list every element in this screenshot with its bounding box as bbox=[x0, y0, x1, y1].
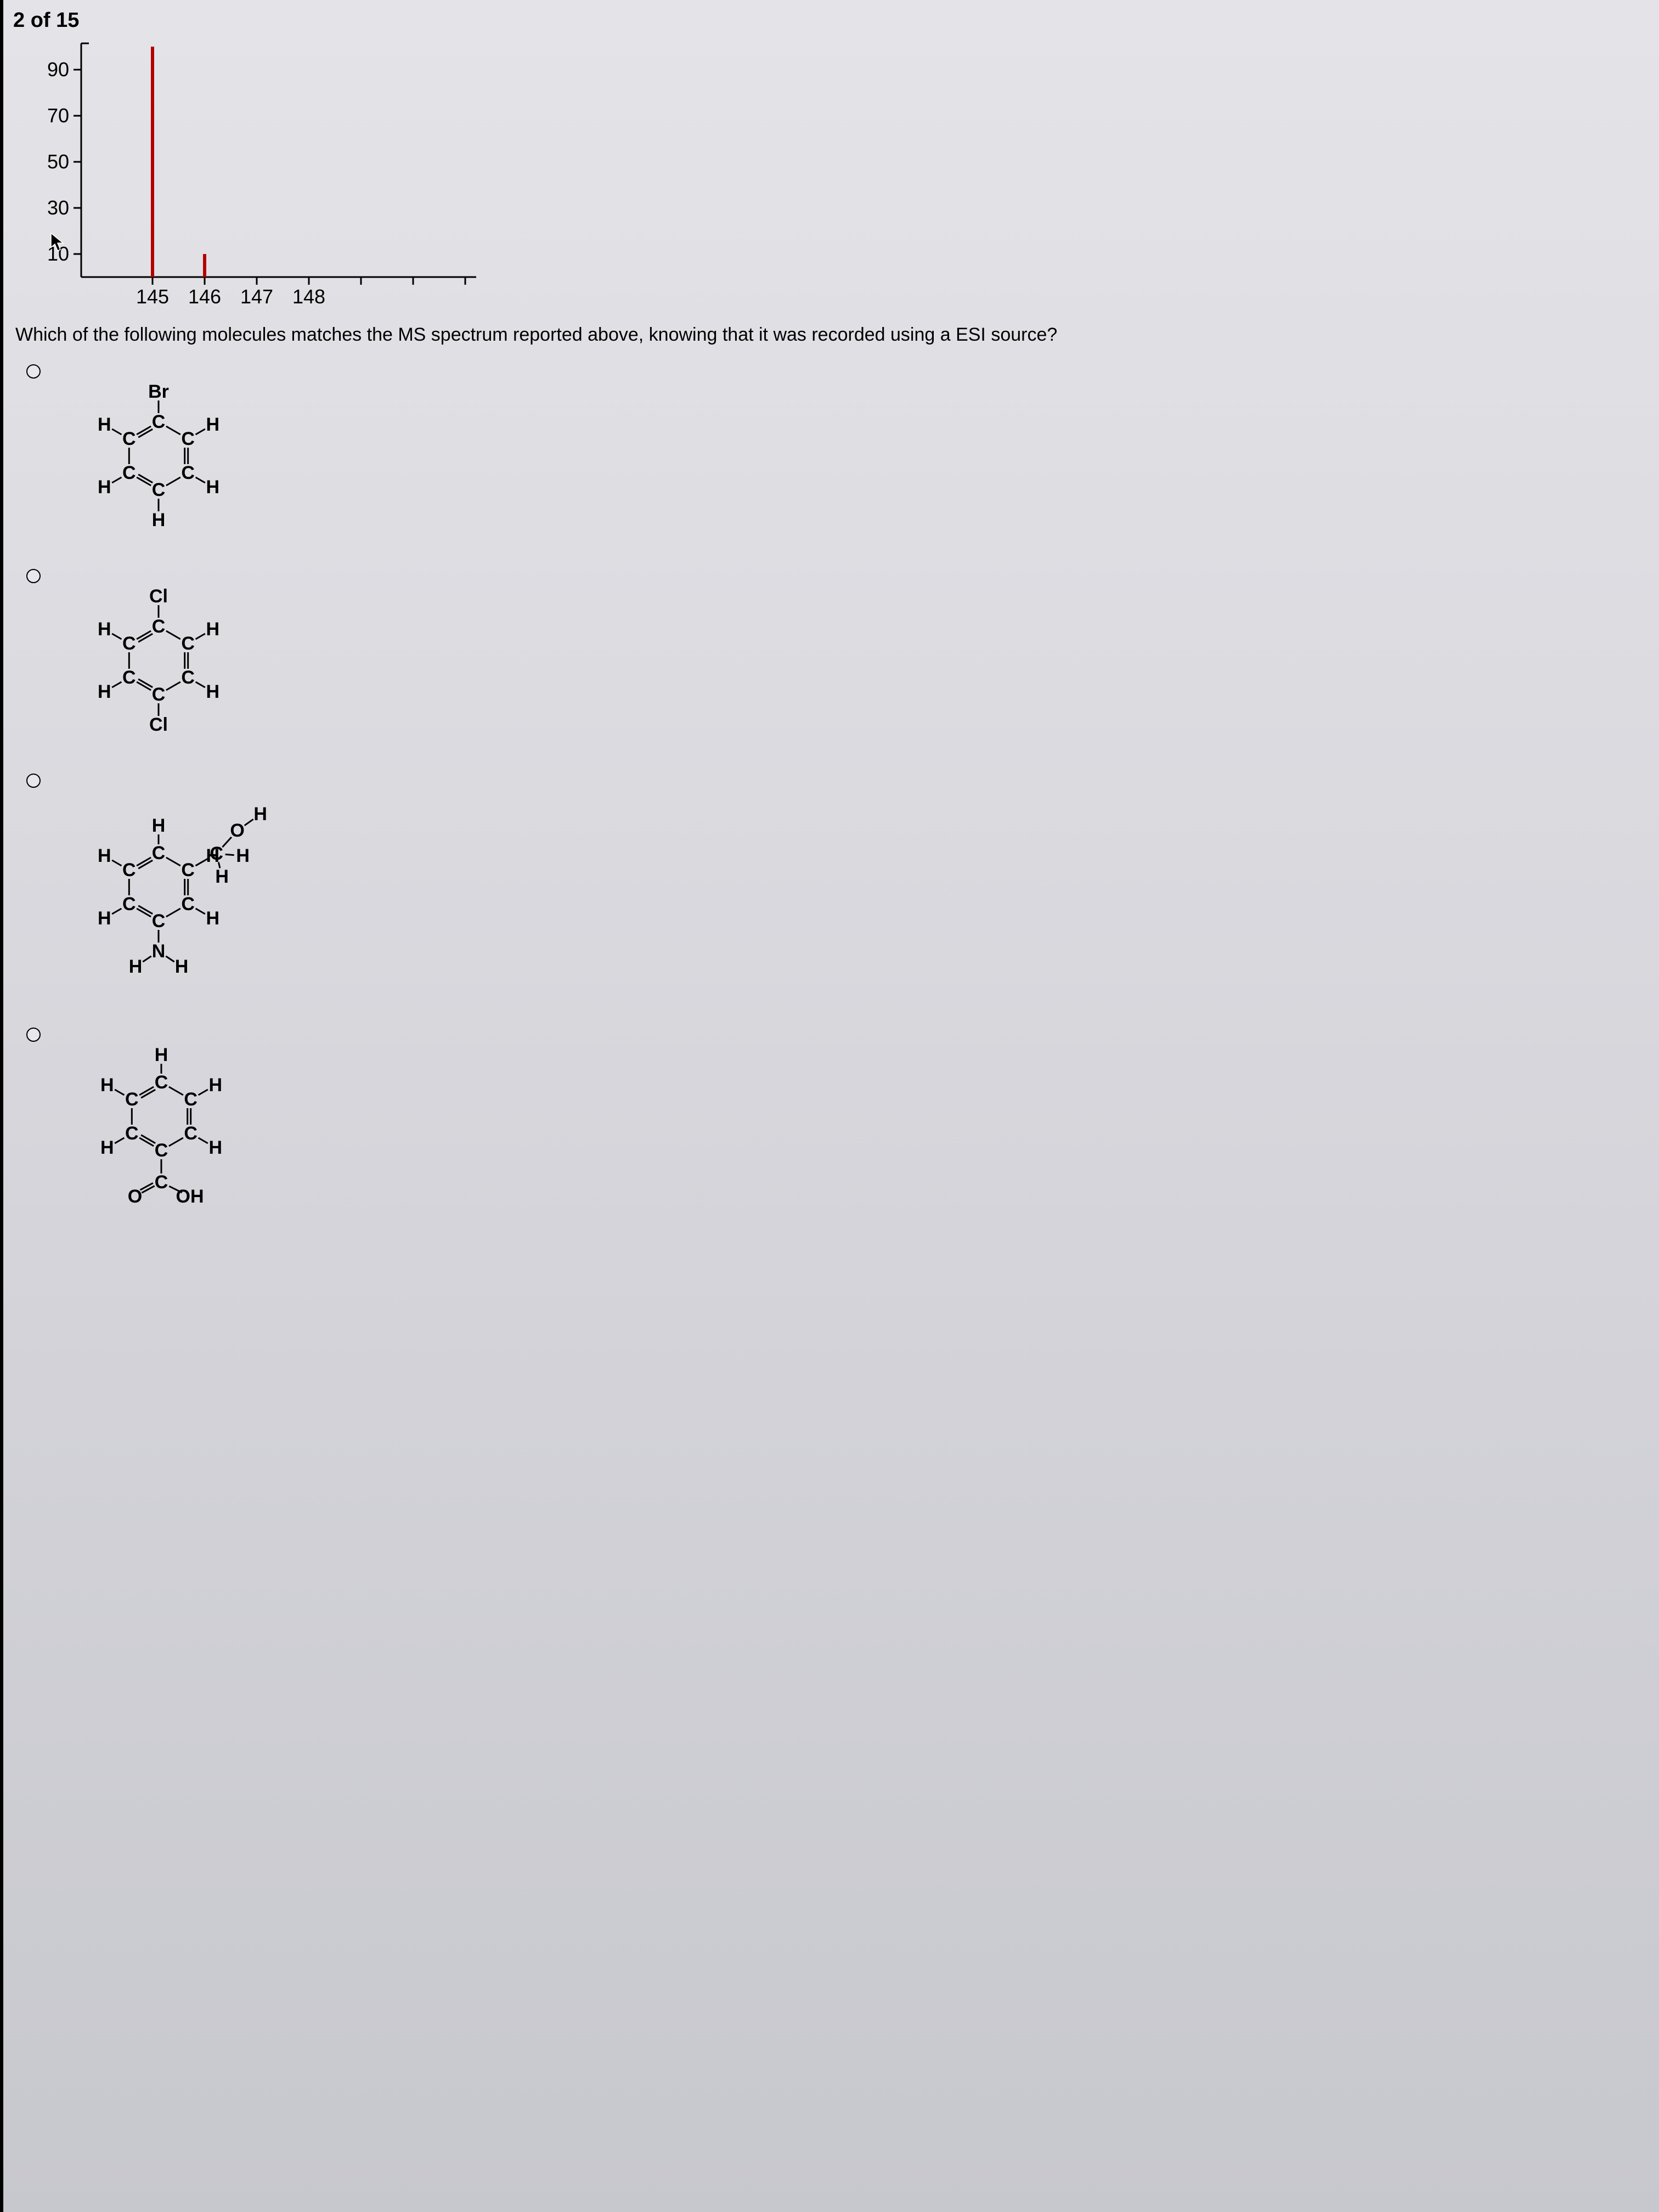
svg-text:C: C bbox=[152, 616, 166, 637]
svg-text:H: H bbox=[152, 815, 166, 836]
structure-benzoic-acid: CCCCCCHHHHHCOOH bbox=[63, 1023, 271, 1245]
svg-text:N: N bbox=[152, 941, 166, 962]
svg-text:Br: Br bbox=[148, 381, 169, 402]
svg-text:30: 30 bbox=[47, 196, 69, 219]
option-bromobenzene[interactable]: CCCCCCBrHHHHH bbox=[26, 360, 1655, 549]
svg-text:C: C bbox=[152, 479, 166, 500]
svg-text:C: C bbox=[122, 633, 136, 654]
svg-text:Cl: Cl bbox=[149, 586, 168, 607]
svg-text:C: C bbox=[181, 860, 195, 881]
svg-text:90: 90 bbox=[47, 58, 69, 81]
svg-text:Cl: Cl bbox=[149, 714, 168, 735]
svg-text:H: H bbox=[98, 908, 111, 929]
svg-text:H: H bbox=[129, 956, 143, 977]
svg-text:10: 10 bbox=[47, 242, 69, 265]
svg-text:C: C bbox=[125, 1123, 139, 1144]
structure-bromobenzene: CCCCCCBrHHHHH bbox=[63, 360, 260, 549]
svg-text:H: H bbox=[100, 1137, 114, 1158]
question-text: Which of the following molecules matches… bbox=[15, 323, 1652, 347]
svg-text:H: H bbox=[208, 1137, 222, 1158]
svg-text:C: C bbox=[184, 1123, 198, 1144]
svg-text:C: C bbox=[181, 428, 195, 449]
svg-text:C: C bbox=[181, 633, 195, 654]
svg-text:H: H bbox=[208, 1075, 222, 1096]
svg-text:C: C bbox=[122, 894, 136, 915]
svg-text:145: 145 bbox=[136, 285, 169, 307]
svg-text:146: 146 bbox=[188, 285, 221, 307]
svg-text:H: H bbox=[206, 908, 219, 929]
svg-text:H: H bbox=[175, 956, 189, 977]
svg-text:C: C bbox=[152, 684, 166, 705]
svg-text:O: O bbox=[128, 1186, 142, 1207]
svg-text:H: H bbox=[155, 1045, 168, 1065]
option-benzoic-acid[interactable]: CCCCCCHHHHHCOOH bbox=[26, 1023, 1655, 1245]
svg-text:C: C bbox=[181, 462, 195, 483]
svg-text:C: C bbox=[122, 428, 136, 449]
svg-text:C: C bbox=[122, 667, 136, 688]
svg-text:C: C bbox=[152, 843, 166, 864]
svg-text:C: C bbox=[155, 1172, 168, 1193]
radio-bromobenzene[interactable] bbox=[26, 364, 41, 379]
svg-text:C: C bbox=[152, 911, 166, 932]
svg-text:C: C bbox=[125, 1089, 139, 1110]
svg-text:H: H bbox=[98, 414, 111, 435]
svg-text:H: H bbox=[206, 477, 219, 498]
svg-text:148: 148 bbox=[292, 285, 325, 307]
svg-text:H: H bbox=[206, 619, 219, 640]
progress-indicator: 2 of 15 bbox=[13, 9, 1655, 32]
option-p-dichlorobenzene[interactable]: CCCCCCClClHHHH bbox=[26, 565, 1655, 754]
svg-text:C: C bbox=[152, 411, 166, 432]
svg-text:C: C bbox=[155, 1140, 168, 1161]
svg-text:C: C bbox=[181, 894, 195, 915]
svg-text:C: C bbox=[210, 843, 223, 864]
svg-text:H: H bbox=[152, 510, 166, 531]
svg-text:C: C bbox=[155, 1072, 168, 1093]
svg-text:H: H bbox=[253, 804, 267, 825]
svg-text:O: O bbox=[230, 820, 244, 841]
svg-text:50: 50 bbox=[47, 150, 69, 173]
svg-text:C: C bbox=[181, 667, 195, 688]
svg-text:H: H bbox=[206, 681, 219, 702]
svg-text:H: H bbox=[98, 477, 111, 498]
option-amino-hydroxymethyl-benzene[interactable]: CCCCCCHHHHHCHHOHNHH bbox=[26, 769, 1655, 1008]
svg-text:H: H bbox=[206, 414, 219, 435]
svg-text:OH: OH bbox=[176, 1186, 204, 1207]
svg-text:C: C bbox=[122, 462, 136, 483]
svg-text:H: H bbox=[215, 866, 229, 887]
svg-text:70: 70 bbox=[47, 104, 69, 127]
svg-text:H: H bbox=[98, 619, 111, 640]
structure-amino-hydroxymethyl-benzene: CCCCCCHHHHHCHHOHNHH bbox=[63, 769, 326, 1008]
radio-amino-hydroxymethyl-benzene[interactable] bbox=[26, 774, 41, 788]
mass-spectrum-chart: 10 30 50 70 90 145 146 147 148 bbox=[37, 41, 1655, 310]
svg-text:C: C bbox=[184, 1089, 198, 1110]
svg-text:H: H bbox=[100, 1075, 114, 1096]
radio-p-dichlorobenzene[interactable] bbox=[26, 569, 41, 583]
structure-p-dichlorobenzene: CCCCCCClClHHHH bbox=[63, 565, 260, 754]
svg-text:H: H bbox=[98, 681, 111, 702]
svg-text:147: 147 bbox=[240, 285, 273, 307]
svg-text:C: C bbox=[122, 860, 136, 881]
svg-text:H: H bbox=[236, 845, 250, 866]
radio-benzoic-acid[interactable] bbox=[26, 1028, 41, 1042]
svg-text:H: H bbox=[98, 845, 111, 866]
